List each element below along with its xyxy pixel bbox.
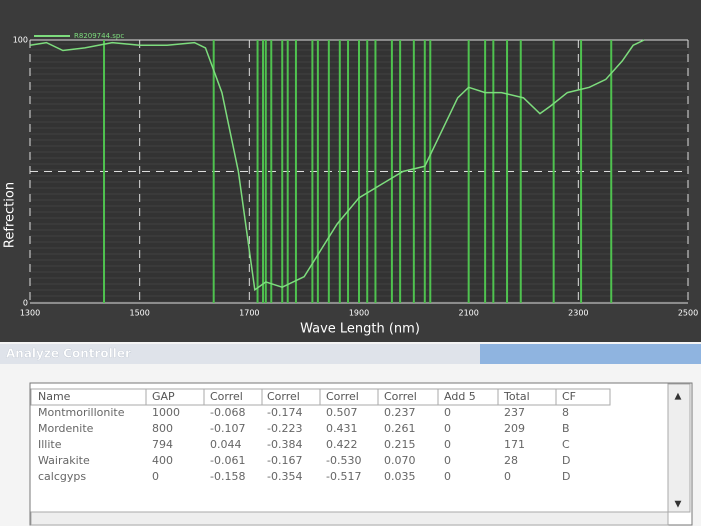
table-cell: 794 <box>152 438 173 451</box>
table-cell: 0 <box>444 438 451 451</box>
x-tick-label: 1700 <box>239 309 259 318</box>
table-cell: 400 <box>152 454 173 467</box>
y-axis-title: Refrection <box>3 182 18 248</box>
table-cell: -0.167 <box>267 454 302 467</box>
table-cell: Montmorillonite <box>38 406 125 419</box>
table-cell: 28 <box>504 454 518 467</box>
y-tick-label: 100 <box>13 36 28 45</box>
table-cell: -0.530 <box>326 454 361 467</box>
table-cell: 0.431 <box>326 422 358 435</box>
table-cell: -0.384 <box>267 438 302 451</box>
column-header[interactable]: Total <box>503 390 530 403</box>
legend-label: R8209744.spc <box>74 32 124 40</box>
table-cell: 0 <box>444 470 451 483</box>
panel-title-accent <box>480 344 701 364</box>
column-header[interactable]: GAP <box>152 390 175 403</box>
table-cell: 237 <box>504 406 525 419</box>
column-header-cell[interactable] <box>555 388 611 406</box>
column-header[interactable]: CF <box>562 390 576 403</box>
table-cell: 0.237 <box>384 406 416 419</box>
table-cell: 1000 <box>152 406 180 419</box>
column-header[interactable]: Correl <box>384 390 417 403</box>
table-cell: 209 <box>504 422 525 435</box>
table-cell: D <box>562 454 570 467</box>
x-tick-label: 1500 <box>129 309 149 318</box>
table-cell: 0.035 <box>384 470 416 483</box>
column-header[interactable]: Correl <box>326 390 359 403</box>
column-header[interactable]: Correl <box>210 390 243 403</box>
table-cell: 0 <box>152 470 159 483</box>
table-cell: 0 <box>444 454 451 467</box>
table-cell: 0.215 <box>384 438 416 451</box>
column-header[interactable]: Add 5 <box>444 390 476 403</box>
table-box <box>29 382 693 526</box>
table-cell: -0.517 <box>326 470 361 483</box>
horizontal-scrollbar[interactable] <box>30 511 669 526</box>
table-cell: calcgyps <box>38 470 86 483</box>
column-header[interactable]: Correl <box>267 390 300 403</box>
table-cell: -0.061 <box>210 454 245 467</box>
table-cell: 0 <box>504 470 511 483</box>
table-cell: 0.507 <box>326 406 358 419</box>
table-cell: 0 <box>444 422 451 435</box>
spectrum-line <box>29 39 645 292</box>
table-cell: -0.354 <box>267 470 302 483</box>
panel-title: Analyze Controller <box>6 347 131 361</box>
table-cell: 0 <box>444 406 451 419</box>
table-cell: 0.422 <box>326 438 358 451</box>
x-axis-title: Wave Length (nm) <box>300 322 420 337</box>
scroll-up-arrow[interactable]: ▲ <box>675 392 682 402</box>
table-cell: -0.223 <box>267 422 302 435</box>
table-cell: B <box>562 422 570 435</box>
x-tick-label: 1900 <box>349 309 369 318</box>
table-cell: Mordenite <box>38 422 94 435</box>
table-cell: Illite <box>38 438 62 451</box>
table-cell: -0.068 <box>210 406 245 419</box>
table-cell: -0.158 <box>210 470 245 483</box>
x-tick-label: 2500 <box>678 309 698 318</box>
table-cell: 800 <box>152 422 173 435</box>
scroll-down-arrow[interactable]: ▼ <box>675 500 682 510</box>
table-cell: -0.174 <box>267 406 302 419</box>
y-tick-label: 0 <box>23 299 28 308</box>
column-header[interactable]: Name <box>38 390 71 403</box>
table-cell: 0.044 <box>210 438 242 451</box>
table-cell: D <box>562 470 570 483</box>
table-cell: -0.107 <box>210 422 245 435</box>
x-tick-label: 2100 <box>458 309 478 318</box>
x-tick-label: 1300 <box>20 309 40 318</box>
table-cell: 8 <box>562 406 569 419</box>
vertical-scrollbar[interactable] <box>667 383 691 513</box>
table-cell: 0.070 <box>384 454 416 467</box>
table-cell: 171 <box>504 438 525 451</box>
table-cell: 0.261 <box>384 422 416 435</box>
table-cell: Wairakite <box>38 454 90 467</box>
x-tick-label: 2300 <box>568 309 588 318</box>
table-cell: C <box>562 438 570 451</box>
